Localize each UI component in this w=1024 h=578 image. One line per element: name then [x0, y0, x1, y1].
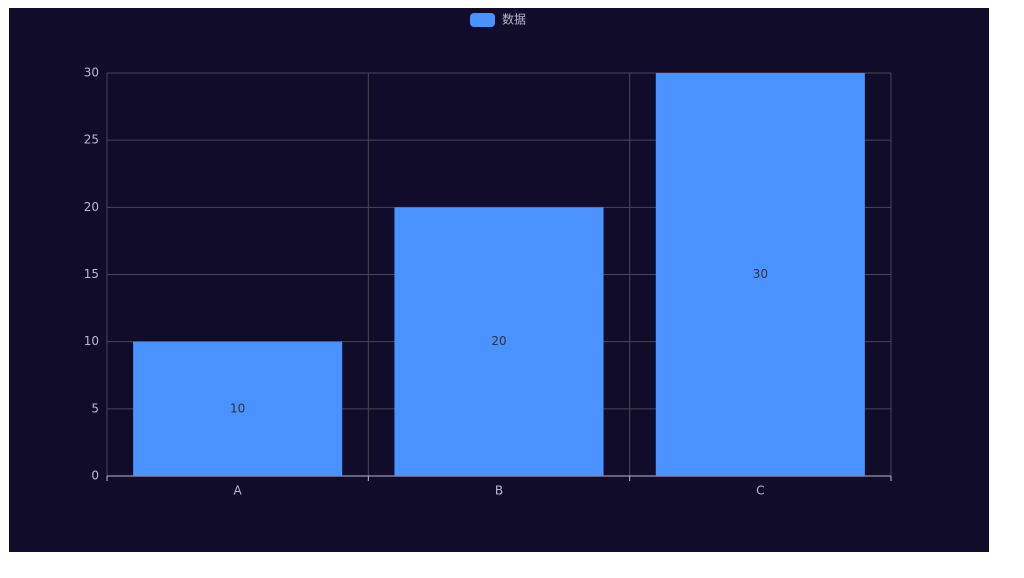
- data-label: 20: [491, 334, 506, 348]
- legend-label: 数据: [502, 12, 526, 27]
- data-label: 30: [753, 267, 768, 281]
- data-label: 10: [230, 401, 245, 415]
- x-tick-label: B: [495, 484, 503, 498]
- x-tick-label: A: [234, 484, 243, 498]
- legend-swatch: [470, 13, 495, 27]
- y-tick-label: 25: [84, 133, 99, 147]
- bar: [133, 341, 343, 476]
- y-tick-label: 30: [84, 66, 99, 80]
- bar: [655, 73, 865, 476]
- y-tick-label: 0: [91, 469, 99, 483]
- x-tick-label: C: [756, 484, 764, 498]
- y-tick-label: 20: [84, 200, 99, 214]
- y-tick-label: 15: [84, 267, 99, 281]
- bar: [394, 207, 604, 477]
- y-tick-label: 5: [91, 401, 99, 415]
- y-tick-label: 10: [84, 334, 99, 348]
